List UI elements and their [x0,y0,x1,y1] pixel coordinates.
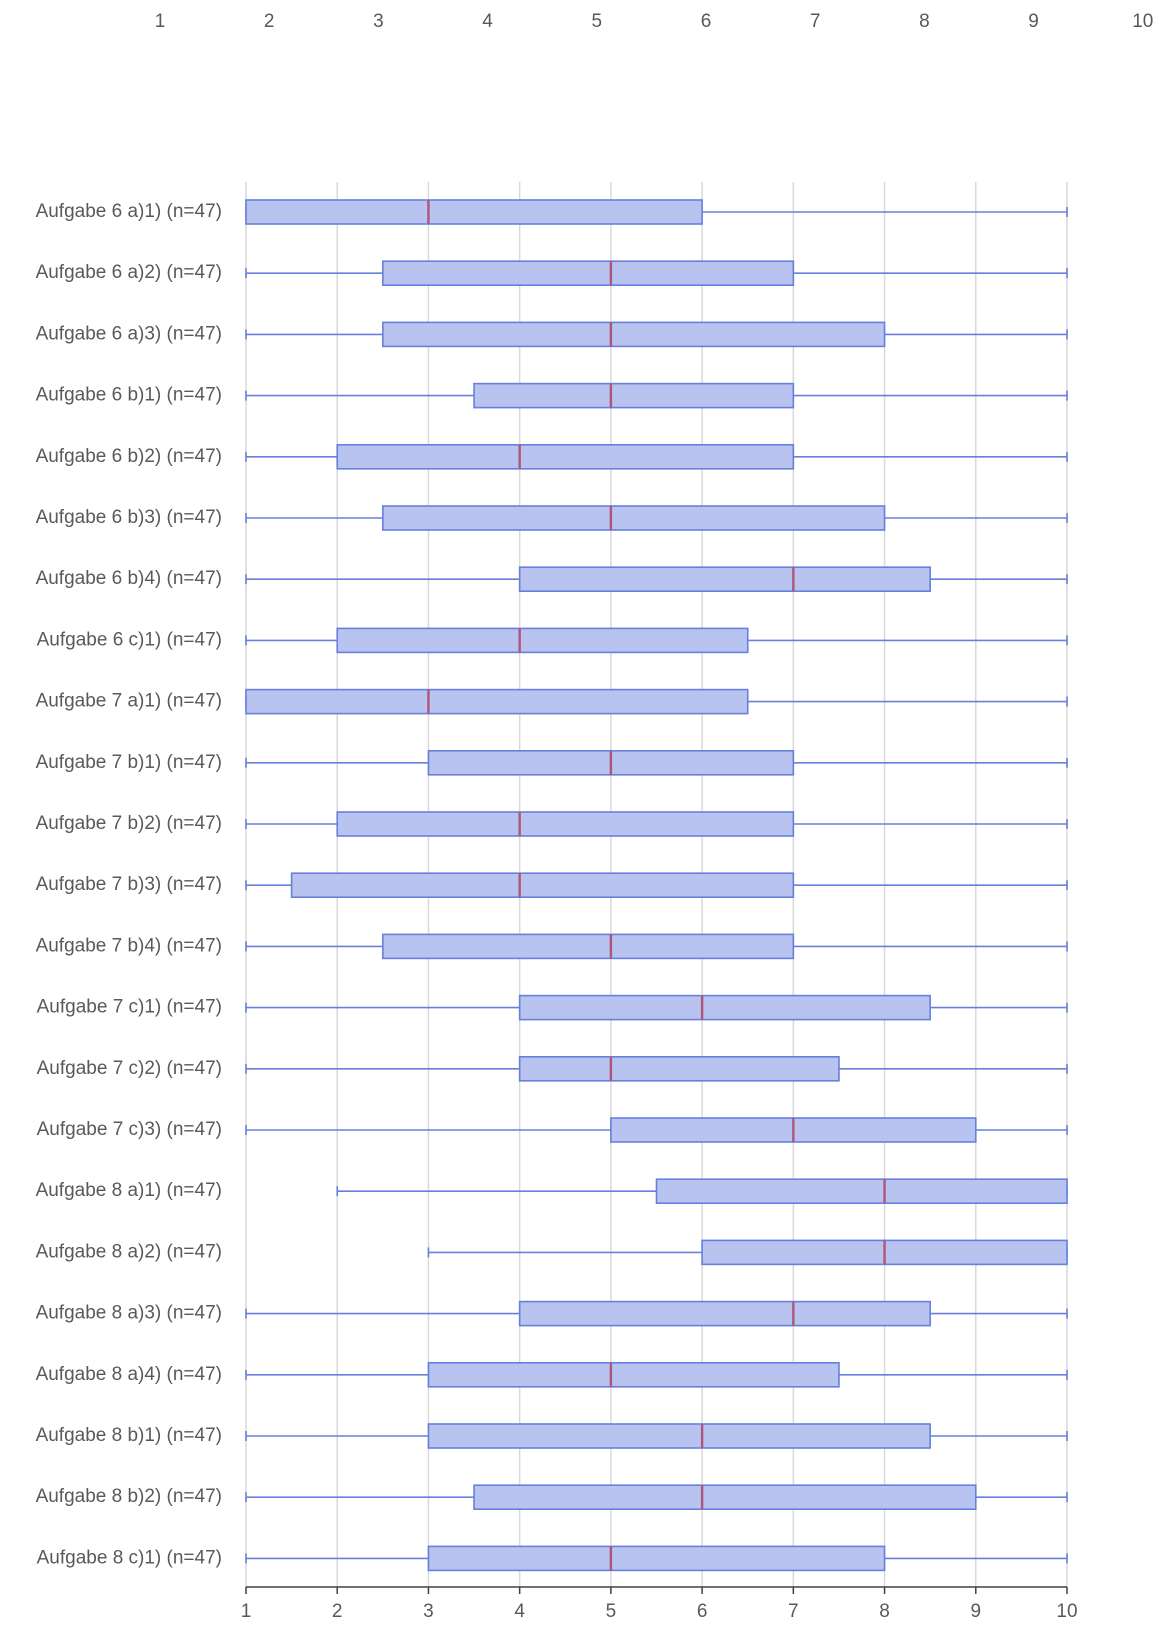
iqr-box [382,933,795,960]
category-label: Aufgabe 6 a)3) (n=47) [36,323,222,344]
box-row [245,1362,1068,1388]
iqr-box [427,1362,840,1388]
x-tick-label: 1 [241,1601,252,1622]
box-row [245,994,1068,1021]
category-label: Aufgabe 7 c)3) (n=47) [37,1119,222,1140]
box-row [245,1545,1068,1572]
top-tick-label: 9 [1028,11,1039,32]
iqr-box [518,1056,840,1082]
category-label: Aufgabe 6 b)3) (n=47) [36,507,222,528]
category-label: Aufgabe 6 b)4) (n=47) [36,568,222,589]
top-tick-label: 10 [1132,11,1153,32]
box-row [245,749,1068,776]
top-tick-label: 4 [482,11,493,32]
box-row [245,688,1068,715]
top-axis: 1 2 3 4 5 6 7 8 9 10 [155,11,1154,32]
box-row [245,1056,1068,1082]
x-tick-label: 4 [514,1601,525,1622]
category-labels: Aufgabe 6 a)1) (n=47) Aufgabe 6 a)2) (n=4… [36,201,222,1568]
x-tick-label: 7 [788,1601,799,1622]
category-label: Aufgabe 8 a)4) (n=47) [36,1364,222,1385]
box-row [245,566,1068,593]
top-tick-label: 6 [701,11,712,32]
x-axis: 1 2 3 4 5 6 7 8 9 10 [241,1586,1078,1622]
x-tick-label: 8 [879,1601,890,1622]
x-tick-label: 10 [1056,1601,1077,1622]
box-row [245,627,1068,654]
iqr-box [336,627,749,654]
top-tick-label: 7 [810,11,821,32]
iqr-box [518,1300,931,1327]
iqr-box [382,321,886,348]
category-label: Aufgabe 7 b)1) (n=47) [36,752,222,773]
category-label: Aufgabe 7 b)2) (n=47) [36,813,222,834]
category-label: Aufgabe 7 c)1) (n=47) [37,997,222,1018]
box-row [245,872,1068,899]
category-label: Aufgabe 7 c)2) (n=47) [37,1058,222,1079]
iqr-box [427,1545,886,1572]
box-row [245,199,1068,225]
x-tick-label: 6 [697,1601,708,1622]
category-label: Aufgabe 6 b)1) (n=47) [36,385,222,406]
top-tick-label: 5 [592,11,603,32]
category-label: Aufgabe 6 c)1) (n=47) [37,629,222,650]
iqr-box [382,260,795,287]
box-row [245,1484,1068,1510]
box-row [245,1300,1068,1327]
x-tick-label: 9 [970,1601,981,1622]
category-label: Aufgabe 7 b)4) (n=47) [36,935,222,956]
box-row [336,1178,1068,1204]
x-tick-label: 5 [606,1601,617,1622]
box-row [245,443,1068,470]
box-row [245,1117,1068,1143]
category-label: Aufgabe 7 b)3) (n=47) [36,874,222,895]
iqr-box [290,872,795,899]
top-tick-label: 3 [373,11,384,32]
top-tick-label: 1 [155,11,166,32]
category-label: Aufgabe 6 a)1) (n=47) [36,201,222,222]
category-label: Aufgabe 8 a)2) (n=47) [36,1241,222,1262]
top-tick-label: 8 [919,11,930,32]
category-label: Aufgabe 8 a)3) (n=47) [36,1303,222,1324]
iqr-box [245,688,749,715]
x-tick-label: 2 [332,1601,343,1622]
box-row [245,382,1068,409]
box-series [245,199,1068,1572]
category-label: Aufgabe 8 b)1) (n=47) [36,1425,222,1446]
top-tick-label: 2 [264,11,275,32]
x-tick-label: 3 [423,1601,434,1622]
category-label: Aufgabe 8 a)1) (n=47) [36,1180,222,1201]
iqr-box [382,505,886,531]
iqr-box [427,1423,931,1449]
iqr-box [245,199,703,225]
iqr-box [336,443,795,470]
category-label: Aufgabe 6 b)2) (n=47) [36,446,222,467]
box-row [245,811,1068,837]
category-label: Aufgabe 8 c)1) (n=47) [37,1547,222,1568]
box-row [245,1423,1068,1449]
iqr-box [473,1484,977,1510]
iqr-box [473,382,795,409]
box-row [245,321,1068,348]
category-label: Aufgabe 7 a)1) (n=47) [36,691,222,712]
box-row [245,505,1068,531]
iqr-box [336,811,795,837]
iqr-box [655,1178,1068,1204]
box-row [427,1239,1068,1266]
iqr-box [518,994,931,1021]
category-label: Aufgabe 6 a)2) (n=47) [36,262,222,283]
box-row [245,260,1068,287]
category-label: Aufgabe 8 b)2) (n=47) [36,1486,222,1507]
box-row [245,933,1068,960]
iqr-box [518,566,931,593]
